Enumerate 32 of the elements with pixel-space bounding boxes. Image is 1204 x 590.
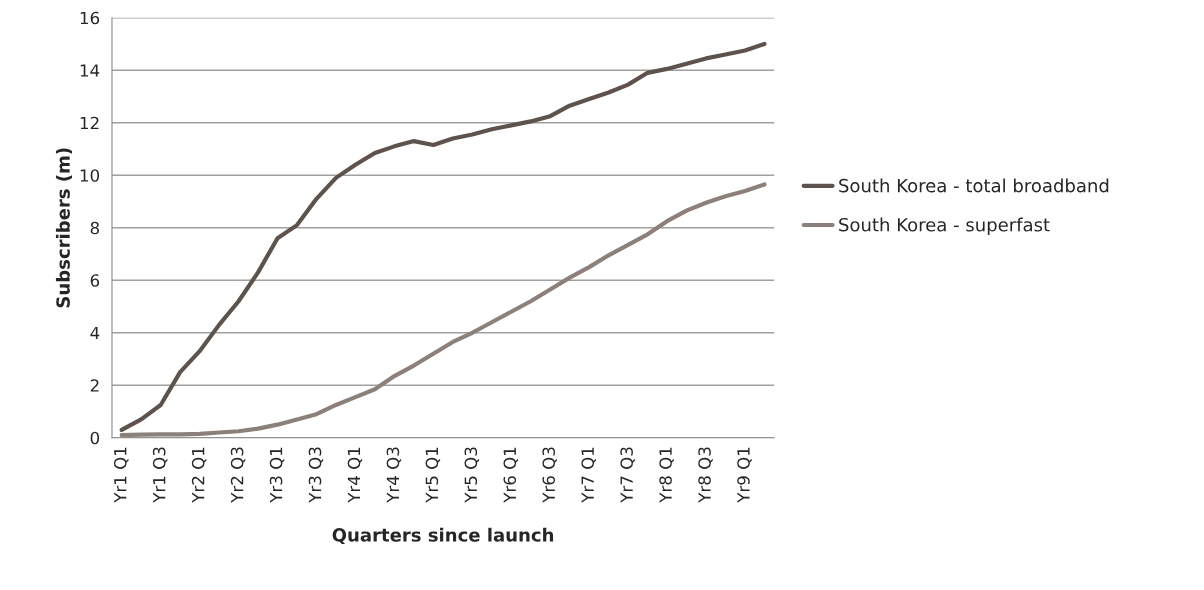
legend-label: South Korea - superfast [839, 217, 1050, 236]
y-axis-title: Subscribers (m) [55, 148, 73, 308]
x-tick-label: Yr5 Q1 [425, 447, 441, 503]
x-tick-label: Yr4 Q1 [347, 447, 363, 503]
y-tick-label: 10 [80, 169, 100, 182]
x-tick-label: Yr8 Q1 [659, 447, 674, 503]
y-tick-label: 14 [80, 64, 100, 77]
x-tick-label: Yr6 Q3 [542, 447, 557, 503]
x-tick-label: Yr6 Q1 [503, 447, 518, 503]
x-tick-label: Yr3 Q3 [308, 447, 324, 503]
x-tick-label: Yr1 Q3 [152, 447, 168, 503]
x-tick-label: Yr7 Q1 [581, 447, 596, 503]
y-tick-label: 12 [80, 116, 99, 130]
y-tick-label: 8 [90, 221, 100, 235]
x-tick-label: Yr3 Q1 [269, 447, 285, 503]
x-tick-label: Yr4 Q3 [386, 447, 402, 503]
y-tick-label: 6 [90, 274, 100, 287]
y-tick-label: 16 [80, 11, 100, 25]
x-axis-title: Quarters since launch [332, 527, 554, 545]
x-tick-label: Yr9 Q1 [737, 447, 752, 503]
line-series [119, 41, 767, 432]
y-tick-label: 4 [90, 326, 100, 340]
y-tick-label: 0 [90, 431, 100, 445]
x-tick-label: Yr7 Q3 [620, 447, 635, 503]
x-tick-label: Yr8 Q3 [698, 447, 713, 503]
x-tick-label: Yr5 Q3 [464, 447, 480, 503]
legend-label: South Korea - total broadband [839, 178, 1109, 193]
x-tick-label: Yr1 Q1 [113, 447, 129, 503]
x-tick-label: Yr2 Q3 [230, 447, 246, 503]
y-tick-label: 2 [90, 379, 99, 392]
x-tick-label: Yr2 Q1 [191, 447, 207, 503]
line-series [119, 182, 767, 438]
